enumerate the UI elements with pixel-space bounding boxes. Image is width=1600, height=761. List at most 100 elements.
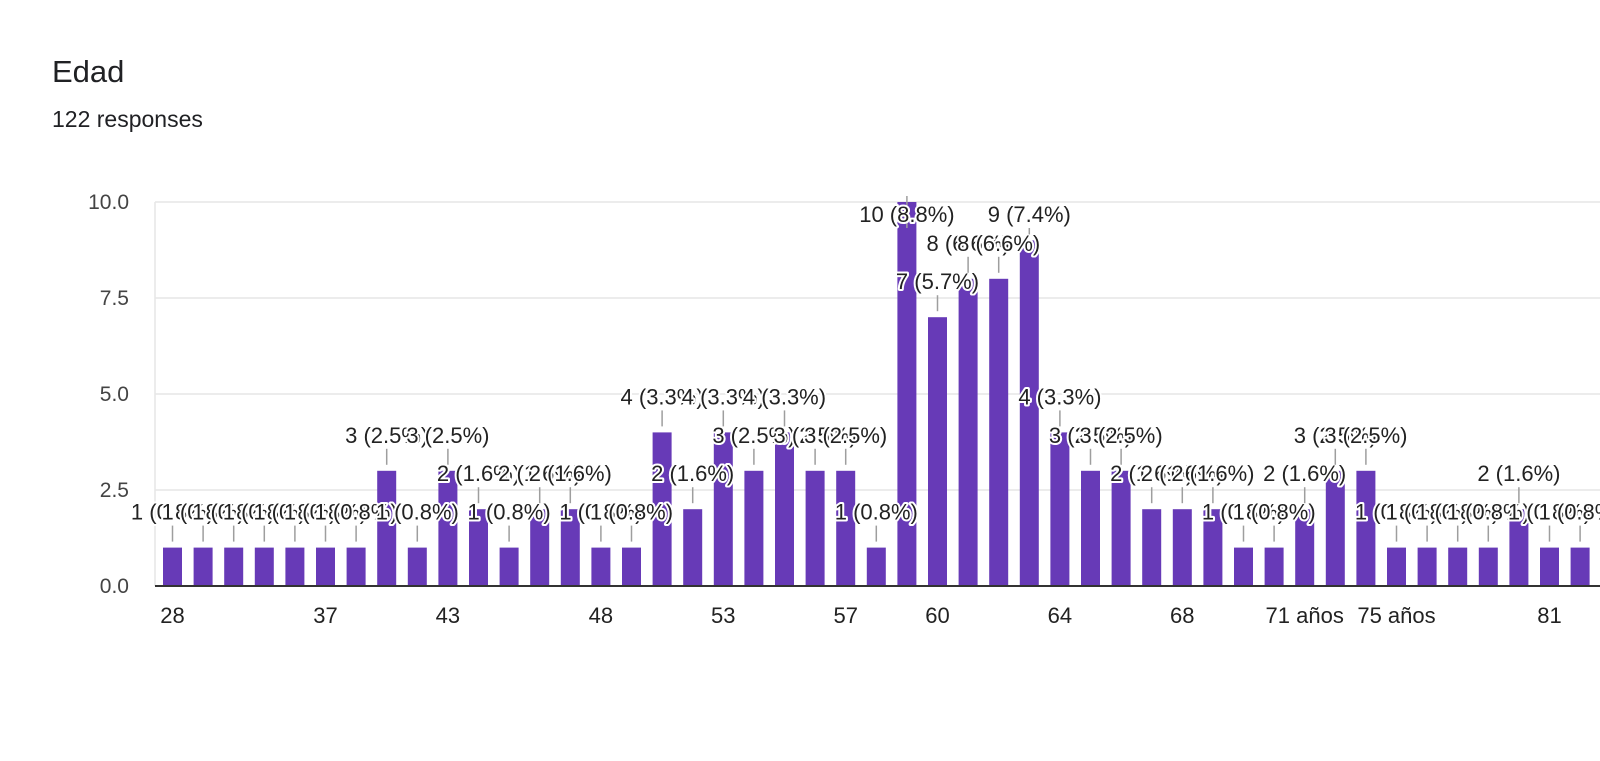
data-label: 3 (2.5%) bbox=[406, 423, 489, 448]
bar bbox=[163, 547, 182, 586]
data-label: 1 (0.8%) bbox=[1386, 500, 1469, 525]
bar bbox=[1417, 547, 1437, 586]
data-label: 1 (0.8%) bbox=[1355, 500, 1438, 525]
bar bbox=[805, 470, 825, 586]
data-label: 2 (1.6%) bbox=[1263, 461, 1346, 486]
data-label: 3 (2.5%) bbox=[804, 423, 887, 448]
x-tick-label: 71 años bbox=[1266, 603, 1344, 628]
data-label: 1 (0.8%) bbox=[223, 500, 306, 525]
y-tick-label: 10.0 bbox=[88, 191, 129, 214]
bar bbox=[958, 278, 978, 586]
data-label: 2 (1.6%) bbox=[498, 461, 581, 486]
bar bbox=[1356, 470, 1376, 586]
data-label: 1 (0.8%) bbox=[835, 500, 918, 525]
bar bbox=[1142, 509, 1162, 586]
bar bbox=[1295, 509, 1315, 586]
bar bbox=[1478, 547, 1498, 586]
bar bbox=[622, 547, 641, 586]
data-label: 8 (6.6%) bbox=[927, 231, 1010, 256]
x-tick-label: 37 bbox=[313, 603, 337, 628]
bar bbox=[438, 470, 458, 586]
data-label: 3 (2.5%) bbox=[712, 423, 795, 448]
data-label: 1 (0.8%) bbox=[162, 500, 245, 525]
data-label: 1 (0.8%) bbox=[376, 500, 459, 525]
data-label: 3 (2.5%) bbox=[774, 423, 857, 448]
bar bbox=[1203, 509, 1223, 586]
bar bbox=[775, 432, 794, 586]
x-tick-label: 48 bbox=[589, 603, 613, 628]
bar bbox=[1387, 547, 1406, 586]
bar bbox=[897, 202, 917, 586]
data-label: 4 (3.3%) bbox=[682, 384, 765, 409]
data-label: 1 (0.8%) bbox=[1447, 500, 1530, 525]
y-tick-label: 0.0 bbox=[100, 575, 129, 598]
bar bbox=[193, 547, 213, 586]
x-tick-label: 81 bbox=[1537, 603, 1561, 628]
bar bbox=[1264, 547, 1284, 586]
x-tick-label: 43 bbox=[436, 603, 460, 628]
bar bbox=[652, 432, 672, 586]
bar bbox=[346, 547, 366, 586]
bar bbox=[1050, 432, 1070, 586]
data-label: 1 (0.8%) bbox=[284, 500, 367, 525]
bar bbox=[1570, 547, 1590, 586]
data-label: 2 (1.6%) bbox=[651, 461, 734, 486]
bar bbox=[1234, 547, 1253, 586]
bar bbox=[1111, 470, 1131, 586]
data-label: 4 (3.3%) bbox=[621, 384, 704, 409]
data-label: 1 (0.8%) bbox=[1202, 500, 1285, 525]
bar bbox=[836, 470, 856, 586]
bar bbox=[224, 547, 244, 586]
x-tick-label: 75 años bbox=[1357, 603, 1435, 628]
question-title: Edad bbox=[52, 54, 125, 89]
data-label: 2 (1.6%) bbox=[1477, 461, 1560, 486]
data-label: 1 (0.8%) bbox=[559, 500, 642, 525]
data-label: 10 (8.8%) bbox=[859, 202, 954, 227]
data-label: 4 (3.3%) bbox=[1018, 384, 1101, 409]
bar bbox=[377, 470, 397, 586]
data-label: 3 (2.5%) bbox=[1294, 423, 1377, 448]
data-label: 2 (1.6%) bbox=[1171, 461, 1254, 486]
data-label: 1 (0.8%) bbox=[1233, 500, 1316, 525]
data-label: 2 (1.6%) bbox=[1141, 461, 1224, 486]
data-label: 1 (0.8%) bbox=[192, 500, 275, 525]
data-label: 1 (0.8%) bbox=[253, 500, 336, 525]
data-label: 2 (1.6%) bbox=[529, 461, 612, 486]
bar bbox=[683, 509, 703, 586]
data-label: 1 (0.8%) bbox=[1539, 500, 1600, 525]
bar bbox=[989, 278, 1009, 586]
bar bbox=[1325, 470, 1345, 586]
y-tick-label: 5.0 bbox=[100, 383, 129, 406]
x-tick-label: 28 bbox=[160, 603, 184, 628]
bar bbox=[1172, 509, 1192, 586]
data-label: 2 (1.6%) bbox=[1110, 461, 1193, 486]
bar bbox=[866, 547, 886, 586]
bar bbox=[1509, 509, 1529, 586]
bar bbox=[407, 547, 427, 586]
bar bbox=[499, 547, 519, 586]
data-label: 3 (2.5%) bbox=[1324, 423, 1407, 448]
bar bbox=[1540, 547, 1559, 586]
x-tick-label: 57 bbox=[833, 603, 857, 628]
bar bbox=[1019, 240, 1039, 586]
x-tick-label: 68 bbox=[1170, 603, 1194, 628]
data-label: 1 (0.8%) bbox=[1508, 500, 1591, 525]
y-tick-label: 7.5 bbox=[100, 287, 129, 310]
data-label: 1 (0.8%) bbox=[1416, 500, 1499, 525]
data-label: 3 (2.5%) bbox=[1080, 423, 1163, 448]
data-label: 3 (2.5%) bbox=[345, 423, 428, 448]
data-label: 3 (2.5%) bbox=[1049, 423, 1132, 448]
bar bbox=[316, 547, 335, 586]
x-tick-label: 64 bbox=[1048, 603, 1072, 628]
x-tick-label: 53 bbox=[711, 603, 735, 628]
y-tick-label: 2.5 bbox=[100, 479, 129, 502]
data-label: 1 (0.8%) bbox=[590, 500, 673, 525]
bar bbox=[254, 547, 274, 586]
data-label: 4 (3.3%) bbox=[743, 384, 826, 409]
bar bbox=[1081, 470, 1100, 586]
bar bbox=[285, 547, 305, 586]
data-label: 2 (1.6%) bbox=[437, 461, 520, 486]
bar bbox=[560, 509, 580, 586]
